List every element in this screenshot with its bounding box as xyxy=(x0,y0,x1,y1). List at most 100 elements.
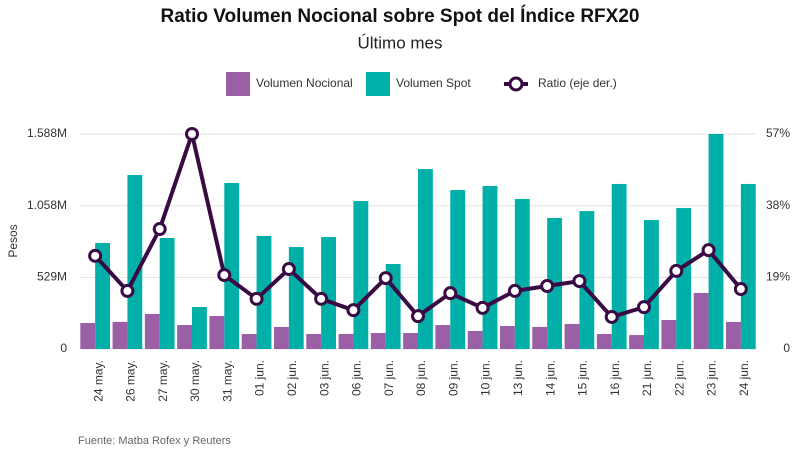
marker xyxy=(572,274,587,289)
bar xyxy=(370,333,386,349)
legend-label: Volumen Spot xyxy=(396,76,471,90)
x-tick-label: 10 jun. xyxy=(479,360,493,396)
marker xyxy=(669,263,684,278)
y-tick-label: 1.588M xyxy=(27,126,67,140)
bar xyxy=(306,333,322,349)
bar xyxy=(353,201,369,349)
x-tick-label: 31 may. xyxy=(220,360,234,402)
bar xyxy=(661,320,677,349)
bar xyxy=(435,325,451,349)
bar xyxy=(482,185,498,349)
bar xyxy=(112,321,128,349)
marker xyxy=(411,309,425,324)
x-tick-label: 08 jun. xyxy=(414,360,428,396)
marker xyxy=(604,309,619,324)
x-tick-label: 24 may. xyxy=(91,360,105,402)
bar xyxy=(596,333,612,349)
marker xyxy=(152,222,167,237)
marker xyxy=(378,271,393,286)
chart-title: Ratio Volumen Nocional sobre Spot del Ín… xyxy=(161,5,640,27)
marker xyxy=(443,286,458,301)
x-tick-label: 21 jun. xyxy=(640,360,654,396)
bar xyxy=(321,237,336,349)
legend-marker xyxy=(508,76,524,92)
bar xyxy=(514,198,530,349)
marker xyxy=(346,303,361,318)
bar xyxy=(224,183,240,349)
bar xyxy=(288,247,304,349)
bar xyxy=(579,211,595,349)
bar xyxy=(274,326,289,349)
line xyxy=(93,126,743,320)
x-tick-label: 02 jun. xyxy=(285,360,299,396)
marker xyxy=(88,248,103,263)
bar xyxy=(177,325,192,349)
source: Fuente: Matba Rofex y Reuters xyxy=(78,435,231,447)
x-tick-label: 26 may. xyxy=(124,360,138,402)
x-tick-label: 07 jun. xyxy=(382,360,396,396)
x-tick-label: 16 jun. xyxy=(608,360,622,396)
bar xyxy=(80,323,96,349)
bar xyxy=(209,315,225,349)
marker xyxy=(475,300,490,315)
y-tick-label: 529M xyxy=(37,270,67,284)
x-tick-label: 06 jun. xyxy=(350,360,364,396)
marker xyxy=(281,262,296,277)
bar xyxy=(144,313,160,349)
y2-tick-label: 0 xyxy=(783,341,790,355)
y-tick-label: 0 xyxy=(60,341,67,355)
x-tick-label: 24 jun. xyxy=(737,360,751,396)
y2-tick-label: 57% xyxy=(766,126,790,140)
y-axis-label: Pesos xyxy=(6,224,20,257)
y2-tick-label: 19% xyxy=(766,270,790,284)
legend-swatch xyxy=(226,72,250,96)
bar xyxy=(192,307,207,349)
marker xyxy=(540,279,555,294)
marker xyxy=(507,283,522,298)
bar xyxy=(676,208,692,349)
bar xyxy=(611,183,627,349)
x-tick-label: 03 jun. xyxy=(317,360,331,396)
bar xyxy=(644,219,659,349)
bar xyxy=(338,333,354,349)
bar xyxy=(708,134,724,349)
bar xyxy=(726,321,741,349)
marker xyxy=(217,268,232,283)
marker xyxy=(701,243,716,258)
bar xyxy=(740,183,756,349)
bar xyxy=(418,169,433,349)
bar xyxy=(450,190,466,349)
bar xyxy=(127,175,143,349)
marker xyxy=(314,291,329,306)
chart-subtitle: Último mes xyxy=(357,33,442,52)
x-tick-label: 23 jun. xyxy=(705,360,719,396)
legend-swatch xyxy=(366,72,390,96)
x-tick-label: 30 may. xyxy=(188,360,202,402)
bar xyxy=(629,335,644,349)
x-tick-label: 15 jun. xyxy=(576,360,590,396)
legend-label: Volumen Nocional xyxy=(256,76,353,90)
bar xyxy=(564,323,580,349)
marker xyxy=(120,283,135,298)
x-tick-label: 14 jun. xyxy=(543,360,557,396)
marker xyxy=(733,282,748,297)
marker xyxy=(185,127,199,141)
x-tick-label: 22 jun. xyxy=(672,360,686,396)
bar xyxy=(693,292,709,349)
x-tick-label: 13 jun. xyxy=(511,360,525,396)
x-tick-label: 27 may. xyxy=(156,360,170,402)
marker xyxy=(637,300,651,315)
y2-tick-label: 38% xyxy=(766,198,790,212)
marker xyxy=(249,291,264,306)
bar xyxy=(500,325,515,349)
bar xyxy=(241,333,257,349)
bar xyxy=(467,330,483,349)
x-tick-label: 01 jun. xyxy=(253,360,267,396)
legend-label: Ratio (eje der.) xyxy=(538,76,617,90)
bar xyxy=(159,237,175,349)
bar xyxy=(532,326,548,349)
x-tick-label: 09 jun. xyxy=(446,360,460,396)
y-tick-label: 1.058M xyxy=(27,198,67,212)
bar xyxy=(403,333,418,349)
